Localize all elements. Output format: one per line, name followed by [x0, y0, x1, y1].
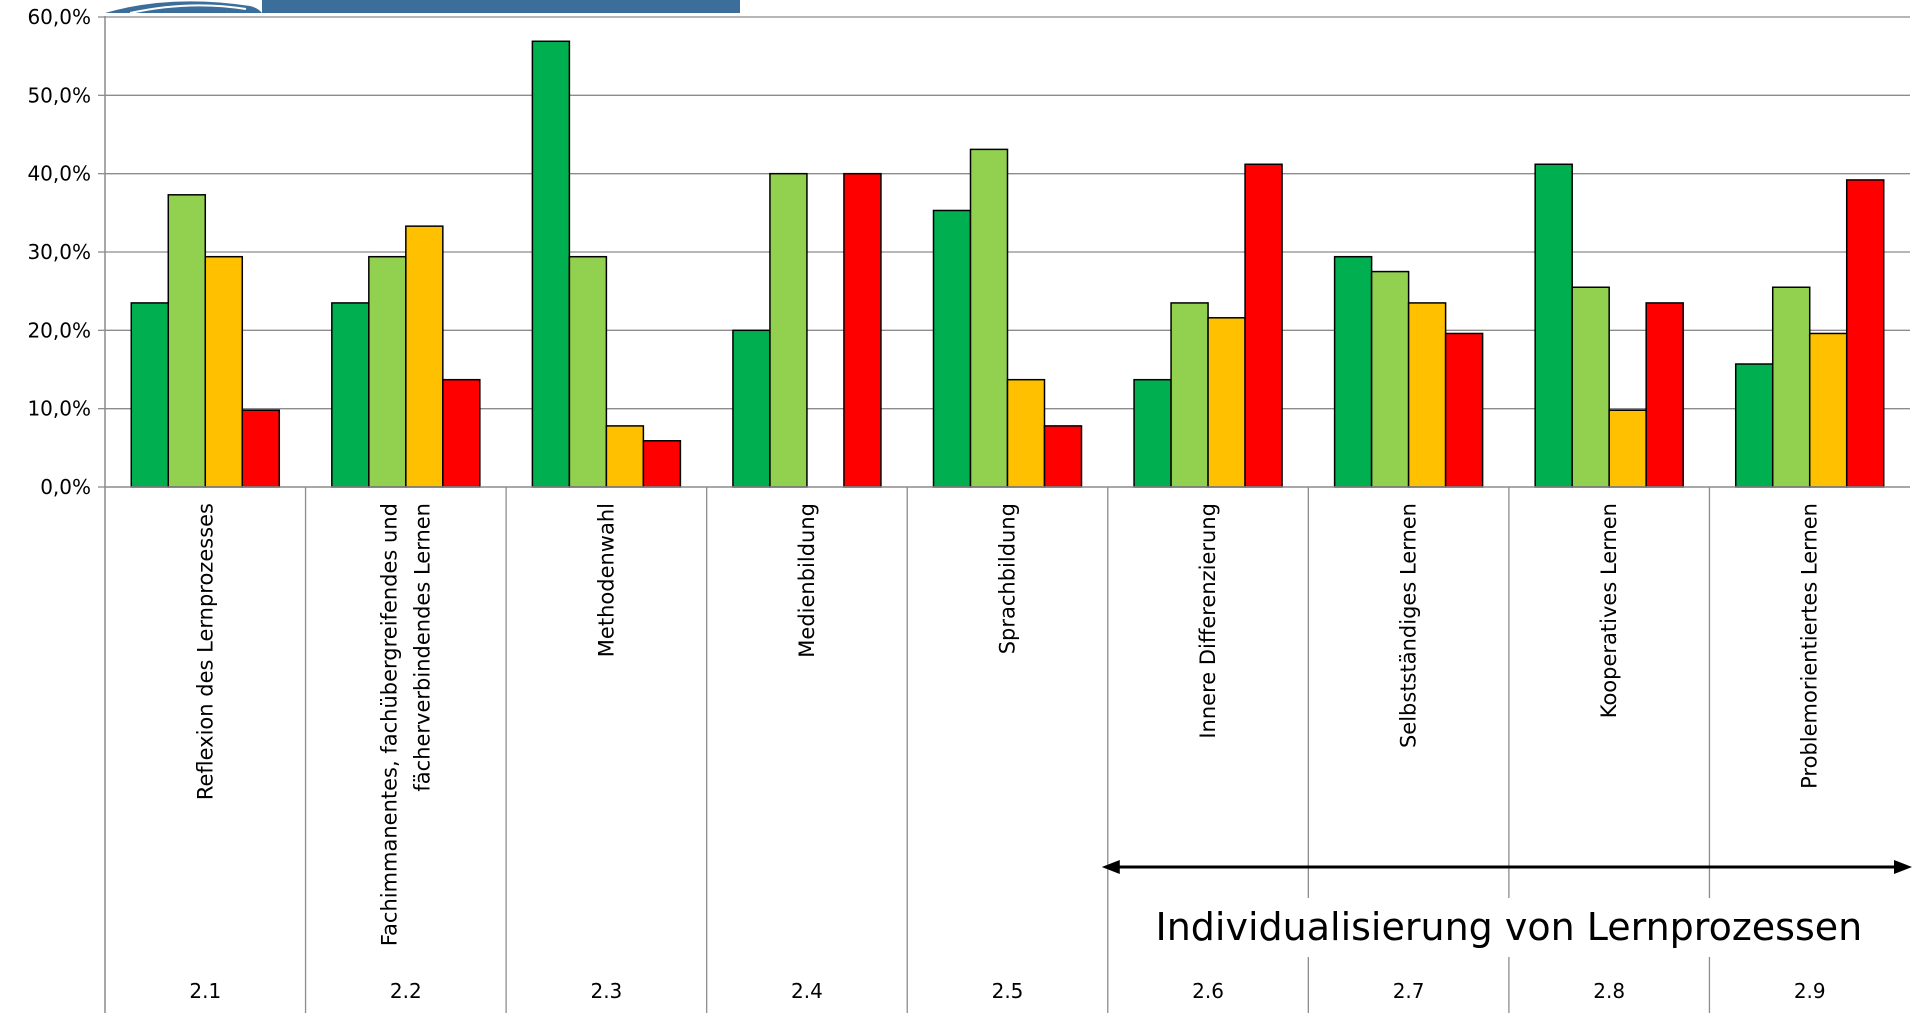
bar-2.1-s3: [204, 255, 244, 488]
y-tick-label: 30,0%: [27, 240, 91, 264]
y-tick-label: 10,0%: [27, 397, 91, 421]
category-label-2.3: Methodenwahl: [594, 503, 618, 657]
category-code-2.7: 2.7: [1393, 979, 1425, 1003]
bar-2.5-s1: [932, 209, 972, 488]
bar-2.2-s3: [405, 225, 444, 488]
bar-2.6-s4: [1244, 163, 1283, 488]
category-label-2.9: Problemorientiertes Lernen: [1798, 503, 1822, 789]
category-label-line: Problemorientiertes Lernen: [1798, 503, 1822, 789]
bar-2.7-s2: [1370, 270, 1410, 488]
category-label-line: Methodenwahl: [594, 503, 618, 657]
category-label-2.6: Innere Differenzierung: [1196, 503, 1220, 739]
category-code-2.9: 2.9: [1794, 979, 1826, 1003]
category-code-2.4: 2.4: [791, 979, 823, 1003]
y-tick-label: 60,0%: [27, 5, 91, 29]
y-tick-label: 20,0%: [27, 318, 91, 342]
category-label-2.2: Fachimmanentes, fachübergreifendes und fä…: [377, 503, 434, 946]
bar-2.1-s1: [130, 302, 170, 488]
category-code-2.1: 2.1: [189, 979, 221, 1003]
category-label-2.4: Medienbildung: [795, 503, 819, 658]
bar-2.6-s1: [1133, 378, 1172, 488]
bar-2.9-s3: [1808, 332, 1848, 488]
category-code-2.8: 2.8: [1593, 979, 1625, 1003]
bar-2.3-s1: [531, 40, 571, 488]
bar-2.2-s1: [331, 302, 370, 488]
bar-2.5-s4: [1043, 425, 1083, 488]
category-code-2.2: 2.2: [390, 979, 422, 1003]
bar-2.7-s1: [1333, 255, 1373, 488]
category-code-2.3: 2.3: [590, 979, 622, 1003]
bar-2.1-s4: [241, 409, 281, 488]
bar-2.3-s3: [605, 425, 645, 488]
bar-2.7-s3: [1407, 302, 1447, 488]
bar-2.8-s2: [1571, 286, 1610, 488]
category-label-line: Sprachbildung: [996, 503, 1020, 654]
header-banner: [262, 0, 740, 13]
bar-2.9-s4: [1845, 179, 1885, 488]
annotation-arrow-head-right: [1894, 860, 1912, 874]
y-tick-label: 50,0%: [27, 83, 91, 107]
bar-2.3-s4: [642, 440, 682, 488]
bar-2.2-s2: [368, 255, 407, 488]
category-label-line: Reflexion des Lernprozesses: [193, 503, 217, 800]
bar-2.7-s4: [1444, 332, 1484, 488]
category-label-line: Innere Differenzierung: [1196, 503, 1220, 739]
category-label-line: fächerverbindendes Lernen: [410, 503, 434, 792]
category-label-2.5: Sprachbildung: [996, 503, 1020, 654]
category-label-line: Kooperatives Lernen: [1597, 503, 1621, 718]
bar-2.8-s4: [1645, 302, 1684, 488]
bar-2.4-s4: [843, 172, 882, 488]
category-label-2.8: Kooperatives Lernen: [1597, 503, 1621, 718]
bar-2.9-s2: [1771, 286, 1811, 488]
bar-2.6-s2: [1170, 302, 1209, 488]
bar-2.1-s2: [167, 194, 207, 488]
category-code-2.6: 2.6: [1192, 979, 1224, 1003]
category-code-2.5: 2.5: [992, 979, 1024, 1003]
bar-2.5-s3: [1006, 378, 1046, 488]
bar-2.9-s1: [1734, 363, 1774, 488]
bar-2.5-s2: [969, 148, 1009, 488]
category-label-2.7: Selbstständiges Lernen: [1397, 503, 1421, 748]
category-label-line: Fachimmanentes, fachübergreifendes und: [377, 503, 401, 946]
bar-2.4-s1: [732, 329, 771, 488]
header-logo-stroke: [129, 4, 247, 14]
y-tick-label: 0,0%: [40, 475, 91, 499]
annotation-arrow-head-left: [1101, 860, 1120, 874]
y-tick-label: 40,0%: [27, 162, 91, 186]
bar-2.6-s3: [1207, 317, 1246, 488]
bar-2.8-s1: [1534, 163, 1573, 488]
category-label-2.1: Reflexion des Lernprozesses: [193, 503, 217, 800]
category-label-line: Selbstständiges Lernen: [1397, 503, 1421, 748]
bar-2.4-s2: [769, 172, 808, 488]
bar-2.2-s4: [442, 378, 481, 488]
annotation-label: Individualisierung von Lernprozessen: [1156, 905, 1863, 949]
bar-2.3-s2: [568, 255, 608, 488]
bar-2.8-s3: [1608, 409, 1647, 488]
category-label-line: Medienbildung: [795, 503, 819, 658]
